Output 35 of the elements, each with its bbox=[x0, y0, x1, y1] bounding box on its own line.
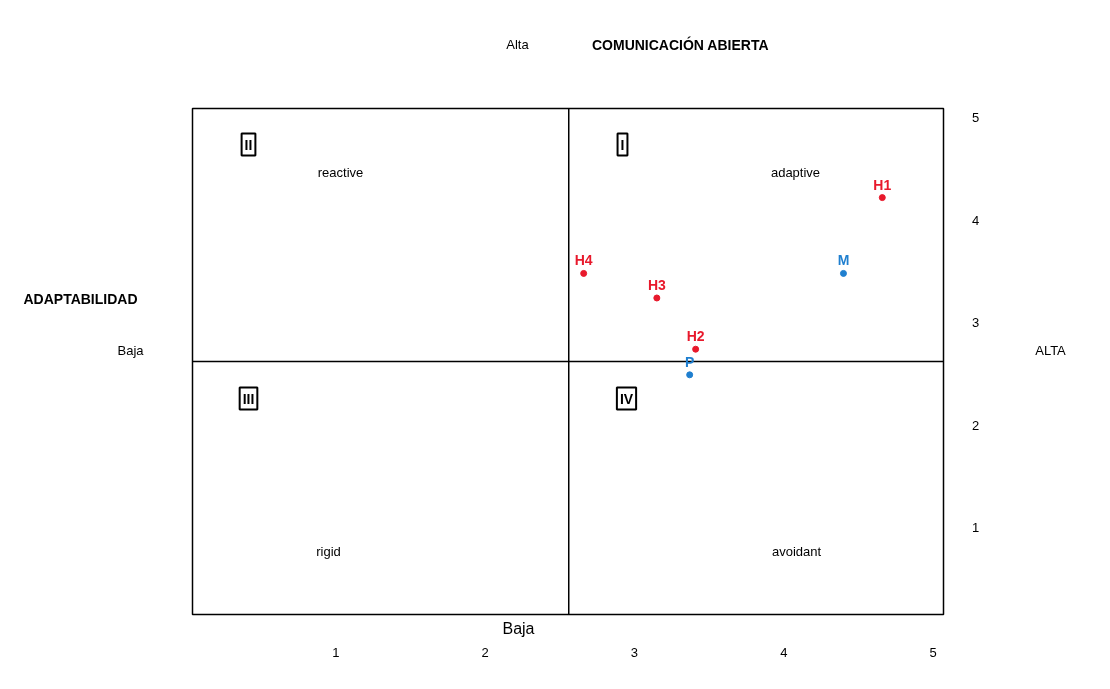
chart-title: COMUNICACIÓN ABIERTA bbox=[591, 35, 769, 53]
x-tick-label: 3 bbox=[630, 645, 639, 660]
x-tick-label: 5 bbox=[929, 645, 937, 660]
x-tick-label: 2 bbox=[481, 645, 489, 660]
text: ALTA bbox=[1035, 343, 1067, 358]
text: Baja bbox=[502, 620, 535, 637]
annotation: reactive bbox=[317, 165, 364, 180]
annotation: adaptive bbox=[770, 165, 821, 180]
series-label: H3 bbox=[647, 276, 666, 293]
annotation: avoidant bbox=[771, 544, 822, 559]
annotation: II bbox=[244, 136, 253, 153]
y-axis-title: ADAPTABILIDAD bbox=[23, 290, 138, 307]
series-label: H4 bbox=[574, 252, 593, 269]
annotation: IV bbox=[619, 390, 634, 407]
text: Baja bbox=[117, 343, 145, 358]
annotation: III bbox=[242, 390, 255, 407]
point bbox=[839, 269, 847, 277]
y-tick-label: 3 bbox=[971, 315, 980, 331]
y-tick-label: 4 bbox=[971, 212, 980, 228]
annotation: rigid bbox=[316, 544, 341, 559]
series-label: H2 bbox=[686, 328, 705, 345]
y-tick-label: 5 bbox=[971, 110, 980, 126]
point bbox=[686, 371, 694, 379]
text: Alta bbox=[506, 37, 530, 52]
annotation: I bbox=[620, 136, 625, 153]
y-tick-label: 2 bbox=[971, 417, 980, 433]
point bbox=[878, 194, 886, 202]
y-tick-label: 1 bbox=[971, 519, 980, 535]
x-tick-label: 4 bbox=[780, 645, 788, 660]
point bbox=[692, 345, 700, 353]
point bbox=[580, 269, 588, 277]
x-tick-label: 1 bbox=[332, 645, 340, 660]
series-label: M bbox=[837, 252, 850, 269]
point bbox=[653, 294, 661, 302]
series-label: H1 bbox=[873, 176, 892, 193]
